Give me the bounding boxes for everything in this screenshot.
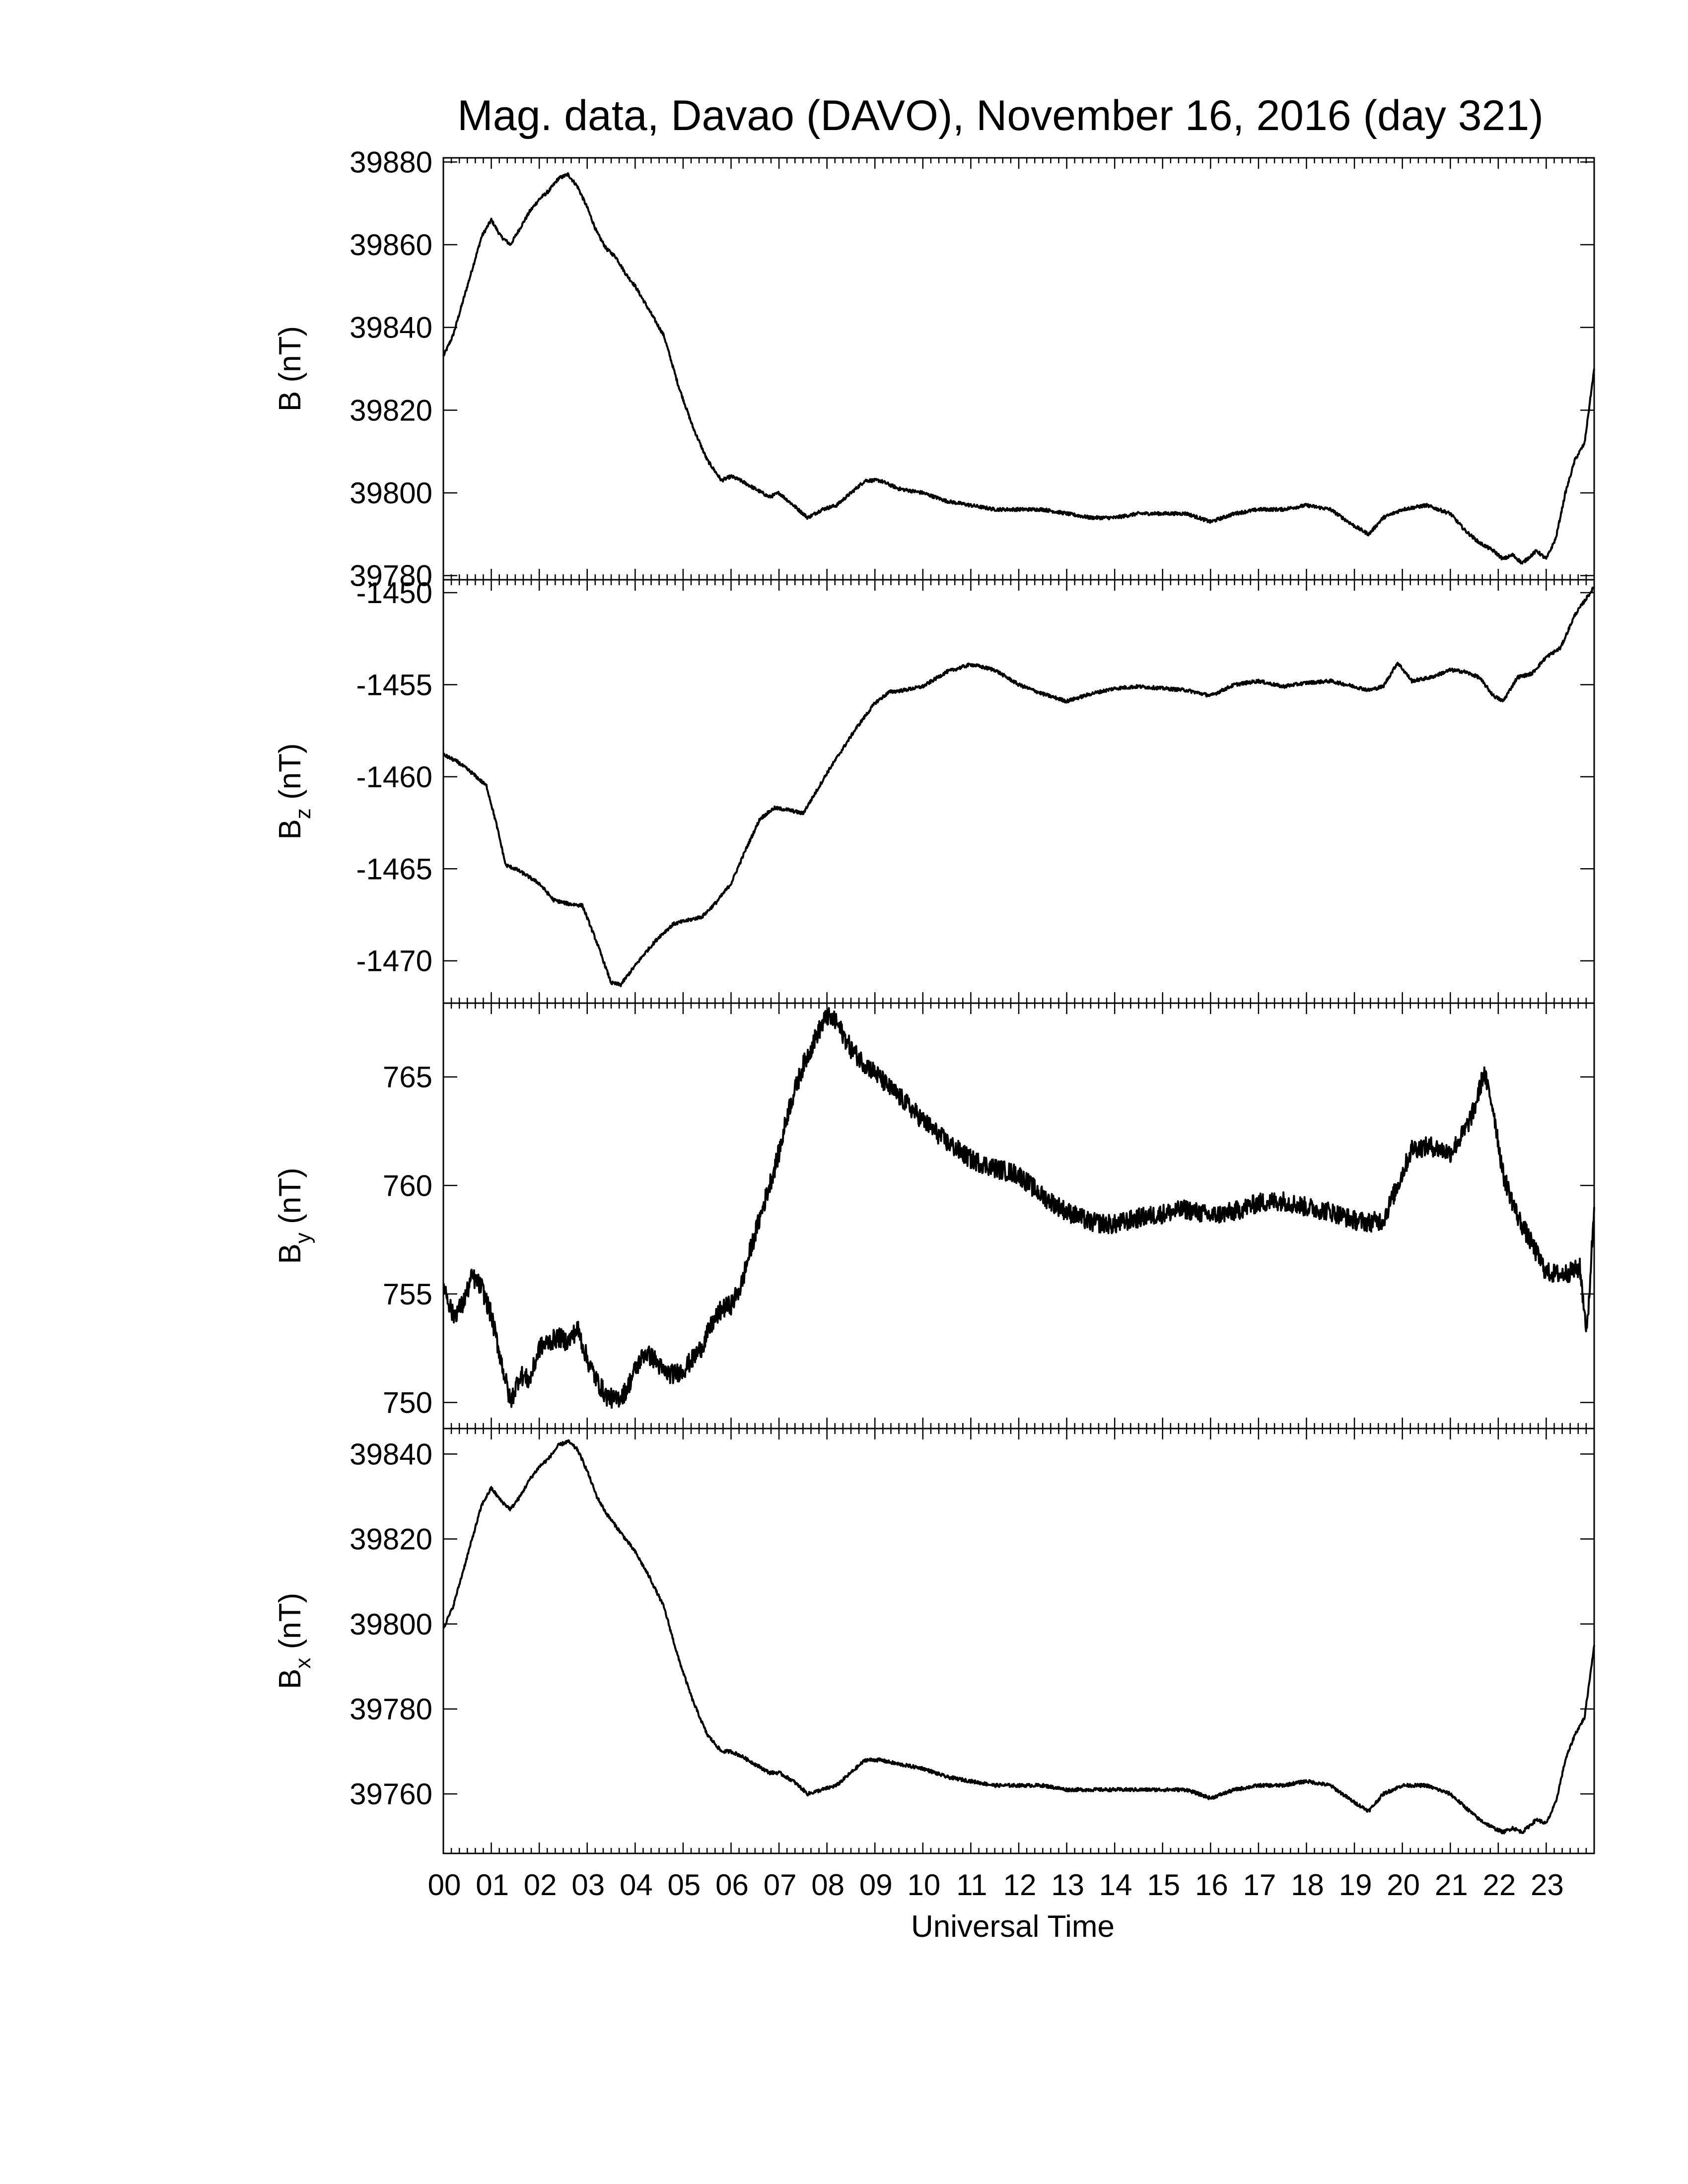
x-tick-label: 08 [811, 1868, 844, 1902]
y-axis-label-bz: Bz (nT) [273, 743, 315, 839]
panel-bz: -1450 -1455 -1460 -1465 -1470 Bz (nT) [273, 576, 1595, 1004]
y-tick-label: 39820 [350, 1523, 432, 1556]
panel-frame-bx [442, 1428, 1595, 1854]
panels-group: 39780 39800 39820 39840 39860 39880 B (nT) -145… [273, 145, 1595, 1854]
x-tick-labels: 00 01 02 03 04 05 06 07 08 09 10 11 12 13 14 15 16 17 18 19… [428, 1868, 1564, 1902]
y-tick-label: 760 [383, 1169, 432, 1202]
y-tick-label: 39840 [350, 1437, 432, 1471]
x-tick-label: 21 [1435, 1868, 1468, 1902]
y-tick-label: 765 [383, 1061, 432, 1094]
x-tick-label: 01 [476, 1868, 509, 1902]
y-tick-label: -1465 [356, 852, 432, 886]
x-axis-label: Universal Time [911, 1910, 1115, 1944]
x-tick-label: 09 [859, 1868, 893, 1902]
y-tick-label: 39800 [350, 477, 432, 510]
x-tick-label: 03 [571, 1868, 605, 1902]
y-tick-label: 39780 [350, 559, 432, 593]
series-line-by [442, 1007, 1595, 1409]
x-tick-label: 13 [1051, 1868, 1084, 1902]
x-tick-label: 00 [428, 1868, 461, 1902]
x-tick-label: 18 [1291, 1868, 1324, 1902]
y-tick-label: 39860 [350, 228, 432, 262]
chart-title: Mag. data, Davao (DAVO), November 16, 20… [457, 92, 1544, 139]
x-tick-label: 17 [1243, 1868, 1276, 1902]
y-tick-label: 39840 [350, 311, 432, 344]
y-tick-label: -1455 [356, 668, 432, 701]
x-tick-label: 12 [1003, 1868, 1037, 1902]
x-tick-label: 05 [668, 1868, 701, 1902]
y-tick-label: -1450 [356, 576, 432, 610]
series-line-b-total [442, 172, 1595, 565]
y-ticks-bz: -1450 -1455 -1460 -1465 -1470 [356, 576, 1594, 978]
panel-b-total: 39780 39800 39820 39840 39860 39880 B (nT) [273, 145, 1595, 593]
y-axis-label-bx: Bx (nT) [273, 1593, 315, 1689]
x-ticks-bz [442, 580, 1595, 1003]
y-axis-label-b-total: B (nT) [273, 326, 307, 411]
x-tick-label: 19 [1339, 1868, 1372, 1902]
y-tick-label: 39800 [350, 1608, 432, 1641]
y-tick-label: 39780 [350, 1693, 432, 1726]
series-line-bx [442, 1439, 1595, 1835]
y-tick-label: 750 [383, 1386, 432, 1420]
y-ticks-by: 750 755 760 765 [383, 1061, 1594, 1420]
panel-bx: 39760 39780 39800 39820 39840 Bx (nT) [273, 1428, 1595, 1854]
x-ticks-bx [442, 1429, 1595, 1853]
panel-by: 750 755 760 765 By (nT) [273, 1002, 1595, 1430]
x-tick-label: 04 [620, 1868, 653, 1902]
y-tick-label: 755 [383, 1278, 432, 1311]
y-tick-label: 39820 [350, 394, 432, 427]
y-tick-label: -1460 [356, 760, 432, 794]
x-tick-label: 07 [764, 1868, 797, 1902]
x-tick-label: 20 [1387, 1868, 1420, 1902]
x-ticks-by [442, 1003, 1595, 1429]
y-tick-label: 39880 [350, 145, 432, 179]
y-tick-label: 39760 [350, 1777, 432, 1811]
x-ticks-b-total [442, 158, 1595, 580]
y-axis-label-by: By (nT) [273, 1167, 315, 1264]
x-tick-label: 14 [1099, 1868, 1132, 1902]
x-tick-label: 22 [1482, 1868, 1516, 1902]
y-tick-label: -1470 [356, 945, 432, 978]
panel-frame-b-total [442, 157, 1595, 581]
y-ticks-b-total: 39780 39800 39820 39840 39860 39880 [350, 145, 1594, 593]
x-tick-label: 23 [1531, 1868, 1564, 1902]
x-tick-label: 15 [1147, 1868, 1180, 1902]
x-tick-label: 16 [1195, 1868, 1228, 1902]
x-tick-label: 10 [907, 1868, 940, 1902]
x-tick-label: 02 [524, 1868, 557, 1902]
x-tick-label: 11 [956, 1868, 987, 1902]
series-line-bz [442, 586, 1595, 987]
panel-frame-by [442, 1002, 1595, 1430]
panel-frame-bz [442, 579, 1595, 1004]
y-ticks-bx: 39760 39780 39800 39820 39840 [350, 1437, 1594, 1811]
x-tick-label: 06 [715, 1868, 749, 1902]
